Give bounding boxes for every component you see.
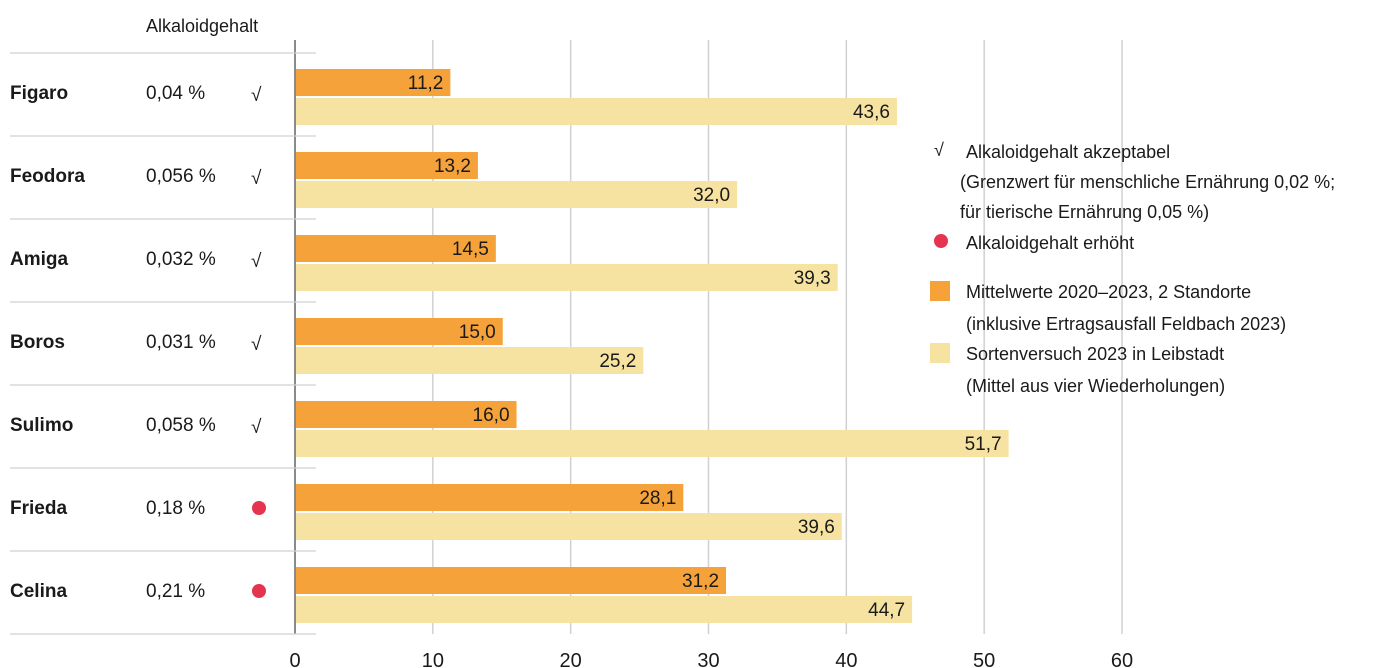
category-label: Figaro (10, 83, 68, 104)
bar-series1 (296, 152, 478, 179)
bar-value-label: 39,6 (798, 517, 835, 538)
alkaloid-value: 0,21 % (146, 581, 205, 602)
x-tick-label: 40 (835, 650, 857, 668)
legend-series2-line2: (Mittel aus vier Wiederholungen) (966, 376, 1225, 396)
bar-value-label: 28,1 (639, 488, 676, 509)
x-tick-label: 60 (1111, 650, 1133, 668)
bar-series1 (296, 235, 496, 262)
alkaloid-value: 0,031 % (146, 332, 216, 353)
alkaloid-value: 0,056 % (146, 166, 216, 187)
category-label: Celina (10, 581, 67, 602)
x-tick-label: 30 (697, 650, 719, 668)
legend-swatch-series1 (930, 281, 950, 301)
check-icon: √ (251, 251, 262, 272)
bar-value-label: 13,2 (434, 156, 471, 177)
category-label: Frieda (10, 498, 67, 519)
x-tick-label: 20 (560, 650, 582, 668)
alkaloid-column-header: Alkaloidgehalt (146, 16, 258, 36)
bar-value-label: 15,0 (459, 322, 496, 343)
bar-series2 (296, 98, 897, 125)
x-tick-label: 0 (289, 650, 300, 668)
bar-value-label: 14,5 (452, 239, 489, 260)
category-label: Amiga (10, 249, 69, 270)
x-axis-ticks: 0 10 20 30 40 50 60 (289, 650, 1133, 668)
legend: √ Alkaloidgehalt akzeptabel (Grenzwert f… (930, 140, 1335, 396)
legend-check-line1: Alkaloidgehalt akzeptabel (966, 142, 1170, 162)
bar-value-label: 44,7 (868, 600, 905, 621)
bar-series1 (296, 484, 684, 511)
bar-series1 (296, 401, 517, 428)
x-tick-label: 10 (422, 650, 444, 668)
check-icon: √ (251, 334, 262, 355)
grid-lines (294, 40, 1123, 634)
check-icon: √ (251, 168, 262, 189)
bars: 11,2 43,6 13,2 32,0 14,5 39,3 15,0 25,2 16,0 51,7… (296, 69, 1009, 623)
legend-check-line3: für tierische Ernährung 0,05 %) (960, 202, 1209, 222)
bar-series2 (296, 596, 913, 623)
bar-series2 (296, 430, 1009, 457)
legend-series1-line2: (inklusive Ertragsausfall Feldbach 2023) (966, 314, 1286, 334)
legend-check-line2: (Grenzwert für menschliche Ernährung 0,0… (960, 172, 1335, 192)
bar-series2 (296, 513, 842, 540)
row-labels: Figaro 0,04 % √ Feodora 0,056 % √ Amiga 0,032 %… (10, 83, 266, 602)
alkaloid-value: 0,18 % (146, 498, 205, 519)
bar-value-label: 32,0 (693, 185, 730, 206)
legend-swatch-series2 (930, 343, 950, 363)
check-icon: √ (251, 417, 262, 438)
bar-value-label: 43,6 (853, 102, 890, 123)
legend-dot-icon (934, 234, 948, 248)
bar-value-label: 25,2 (599, 351, 636, 372)
bar-series1 (296, 318, 503, 345)
bar-series1 (296, 69, 451, 96)
bar-series2 (296, 181, 738, 208)
category-label: Boros (10, 332, 65, 353)
bar-value-label: 31,2 (682, 571, 719, 592)
bar-value-label: 16,0 (473, 405, 510, 426)
bar-series1 (296, 567, 727, 594)
bar-value-label: 39,3 (794, 268, 831, 289)
row-separators (10, 52, 316, 635)
legend-dot-line1: Alkaloidgehalt erhöht (966, 233, 1134, 253)
bar-series2 (296, 264, 838, 291)
alert-dot-icon (252, 501, 266, 515)
alert-dot-icon (252, 584, 266, 598)
bar-value-label: 11,2 (408, 73, 444, 94)
legend-series2-line1: Sortenversuch 2023 in Leibstadt (966, 344, 1224, 364)
x-tick-label: 50 (973, 650, 995, 668)
bar-series2 (296, 347, 644, 374)
category-label: Sulimo (10, 415, 73, 436)
legend-series1-line1: Mittelwerte 2020–2023, 2 Standorte (966, 282, 1251, 302)
category-label: Feodora (10, 166, 85, 187)
alkaloid-value: 0,04 % (146, 83, 205, 104)
check-icon: √ (251, 85, 262, 106)
legend-check-icon: √ (934, 140, 944, 160)
alkaloid-value: 0,032 % (146, 249, 216, 270)
bar-value-label: 51,7 (965, 434, 1002, 455)
alkaloid-value: 0,058 % (146, 415, 216, 436)
